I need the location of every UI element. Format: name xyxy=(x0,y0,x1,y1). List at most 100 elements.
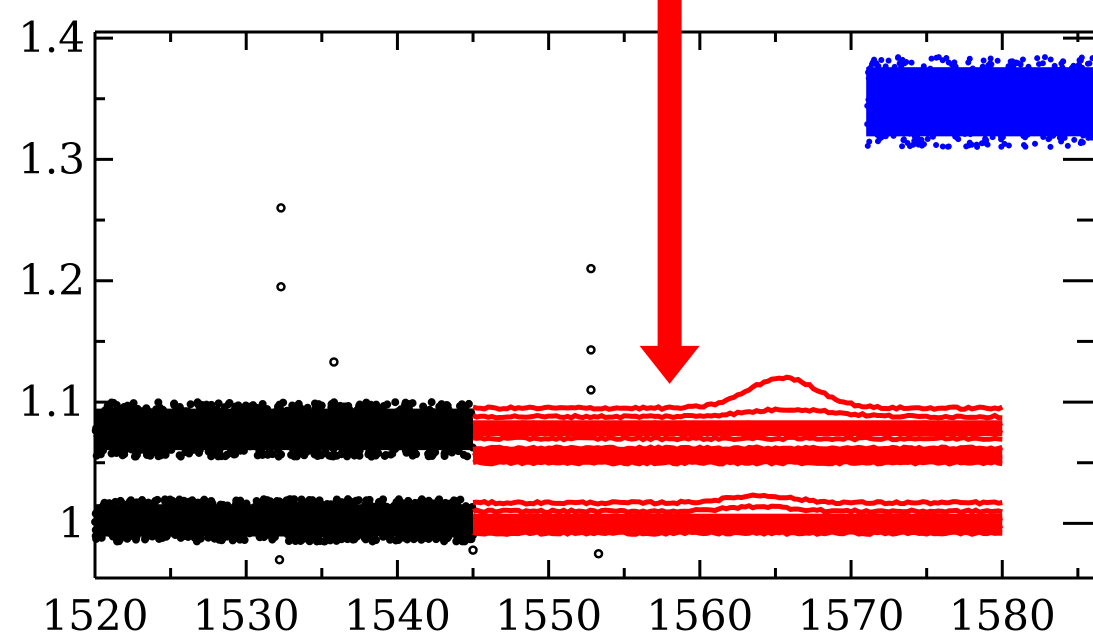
data-point xyxy=(325,451,334,460)
data-point xyxy=(1052,105,1059,112)
data-point xyxy=(867,85,874,92)
data-point xyxy=(945,143,952,150)
data-point xyxy=(1041,54,1048,61)
data-point xyxy=(942,70,949,77)
data-point xyxy=(949,121,956,128)
series-line xyxy=(472,492,1003,507)
data-point xyxy=(192,515,201,524)
data-point xyxy=(429,450,438,459)
data-point xyxy=(211,514,220,523)
data-point xyxy=(329,503,338,512)
data-point xyxy=(992,103,999,110)
data-point xyxy=(243,514,252,523)
data-point xyxy=(984,79,991,86)
data-point xyxy=(95,420,104,429)
data-point xyxy=(931,116,938,123)
data-point xyxy=(378,433,387,442)
data-point xyxy=(252,520,261,529)
data-point xyxy=(1034,116,1041,123)
data-point xyxy=(288,535,297,544)
data-point xyxy=(978,120,985,127)
data-point xyxy=(129,399,138,408)
data-point xyxy=(250,502,259,511)
data-point xyxy=(348,417,357,426)
data-point xyxy=(947,83,954,90)
data-point xyxy=(154,398,163,407)
data-point xyxy=(442,503,451,512)
data-point xyxy=(1024,131,1031,138)
data-point xyxy=(157,530,166,539)
data-point xyxy=(417,432,426,441)
data-point xyxy=(391,409,400,418)
data-point xyxy=(291,433,300,442)
data-point xyxy=(878,129,885,136)
data-point xyxy=(901,81,908,88)
outlier-point xyxy=(276,203,286,213)
data-point xyxy=(866,122,873,129)
data-point xyxy=(282,406,291,415)
data-point xyxy=(165,436,174,445)
data-point xyxy=(104,511,113,520)
data-point xyxy=(100,525,109,534)
data-point xyxy=(1074,100,1081,107)
data-point xyxy=(928,94,935,101)
data-point xyxy=(168,506,177,515)
data-point xyxy=(1019,112,1026,119)
data-point xyxy=(130,508,139,517)
data-point xyxy=(98,436,107,445)
data-point xyxy=(202,505,211,514)
data-point xyxy=(864,102,871,109)
data-point xyxy=(380,451,389,460)
data-point xyxy=(993,122,1000,129)
data-point xyxy=(337,450,346,459)
data-point xyxy=(961,130,968,137)
data-point xyxy=(201,437,210,446)
data-point xyxy=(1063,116,1070,123)
data-point xyxy=(195,501,204,510)
data-point xyxy=(983,111,990,118)
data-point xyxy=(880,82,887,89)
y-tick-label: 1.1 xyxy=(18,377,85,426)
data-point xyxy=(1046,78,1053,85)
data-point xyxy=(864,142,871,149)
data-point xyxy=(431,441,440,450)
data-point xyxy=(883,126,890,133)
data-point xyxy=(917,113,924,120)
series-line xyxy=(472,434,1003,443)
data-point xyxy=(399,435,408,444)
data-point xyxy=(1078,138,1085,145)
data-point xyxy=(169,428,178,437)
data-point xyxy=(243,421,252,430)
data-point xyxy=(1080,132,1087,139)
data-point xyxy=(899,143,906,150)
data-point xyxy=(987,55,994,62)
data-point xyxy=(295,447,304,456)
data-point xyxy=(187,415,196,424)
data-point xyxy=(270,436,279,445)
outlier-point xyxy=(329,357,339,367)
data-point xyxy=(186,425,195,434)
data-point xyxy=(344,438,353,447)
data-point xyxy=(326,536,335,545)
data-point xyxy=(360,534,369,543)
data-point xyxy=(1034,55,1041,62)
data-point xyxy=(1033,122,1040,129)
data-point xyxy=(375,503,384,512)
data-point xyxy=(1080,103,1087,110)
data-point xyxy=(290,452,299,461)
data-point xyxy=(964,76,971,83)
data-point xyxy=(916,71,923,78)
data-point xyxy=(876,91,883,98)
data-point xyxy=(391,511,400,520)
data-point xyxy=(924,135,931,142)
data-point xyxy=(1059,109,1066,116)
data-point xyxy=(119,425,128,434)
data-point xyxy=(915,139,922,146)
data-point xyxy=(275,404,284,413)
data-point xyxy=(1014,73,1021,80)
data-point xyxy=(433,518,442,527)
data-point xyxy=(447,448,456,457)
data-point xyxy=(933,69,940,76)
data-point xyxy=(968,112,975,119)
outlier-point xyxy=(468,545,478,555)
